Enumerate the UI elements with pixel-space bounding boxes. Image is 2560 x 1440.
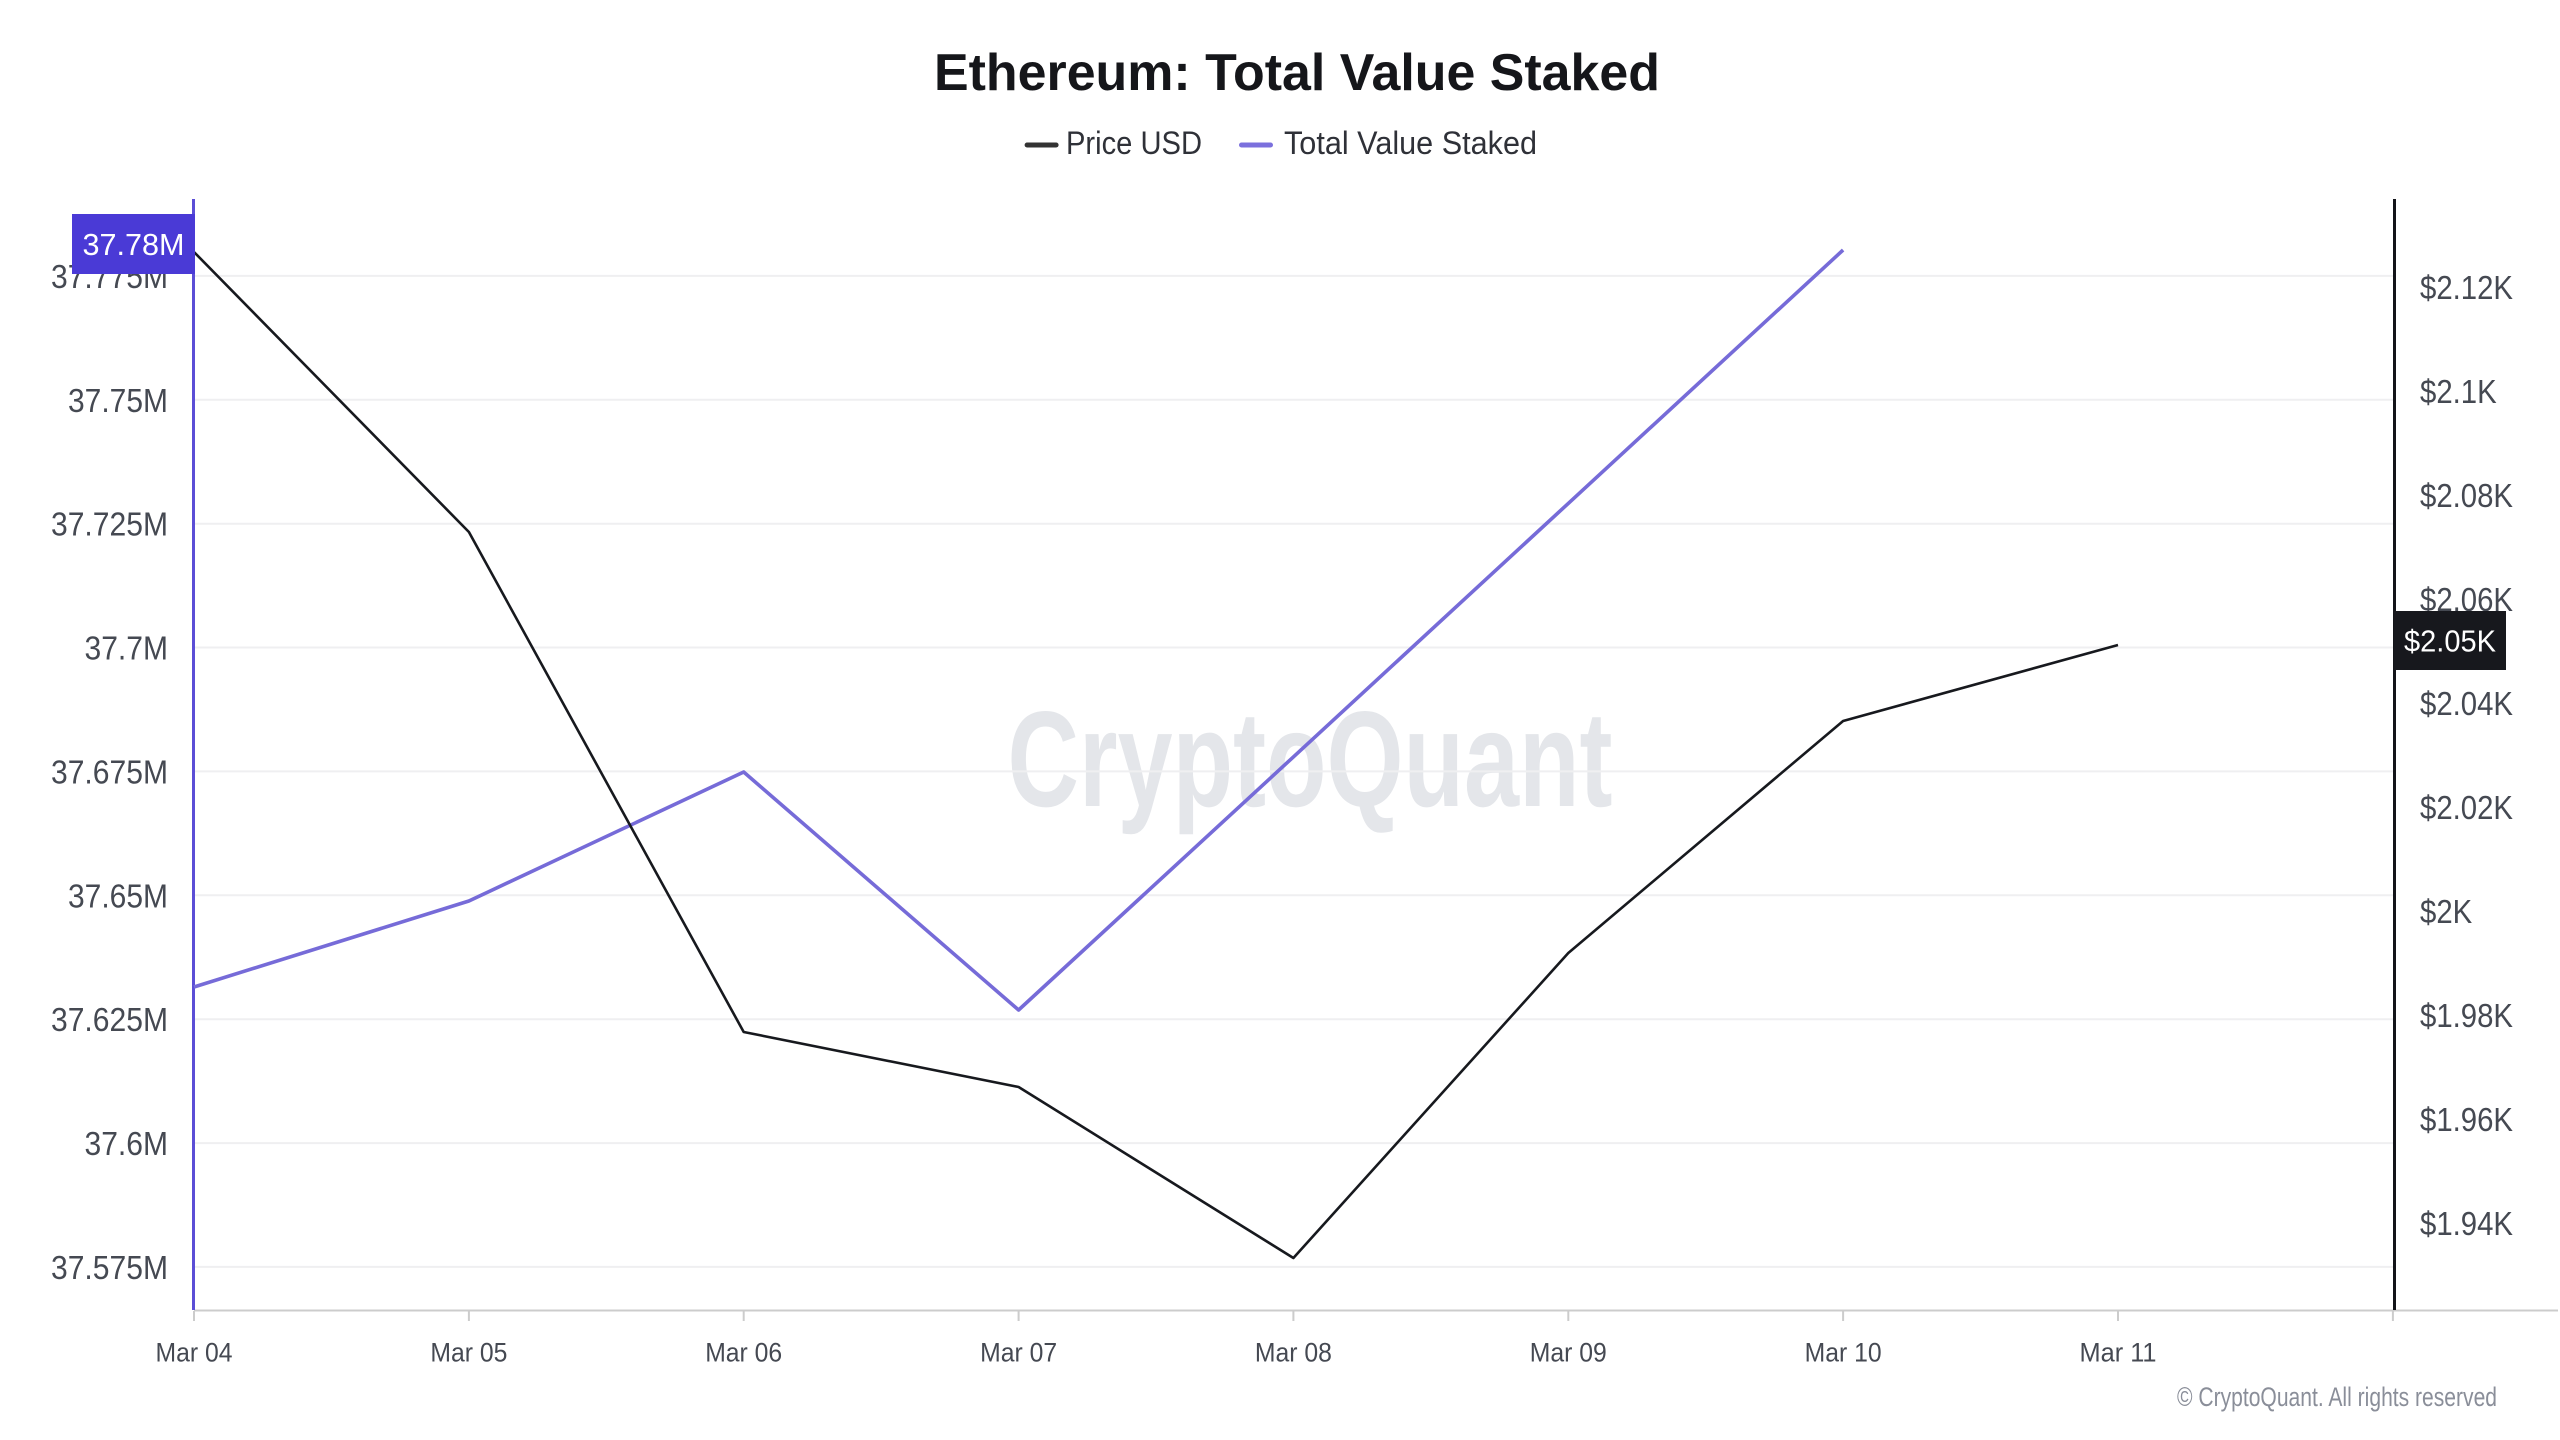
svg-text:Mar 10: Mar 10 [1805, 1338, 1882, 1368]
svg-text:$2.02K: $2.02K [2420, 789, 2513, 826]
svg-text:$2.12K: $2.12K [2420, 269, 2513, 306]
svg-text:Total Value Staked: Total Value Staked [1284, 125, 1537, 161]
svg-text:CryptoQuant: CryptoQuant [1008, 683, 1613, 835]
svg-text:Mar 06: Mar 06 [705, 1338, 782, 1368]
svg-text:37.78M: 37.78M [83, 227, 185, 262]
svg-text:$2.05K: $2.05K [2404, 624, 2496, 659]
svg-text:Mar 11: Mar 11 [2080, 1338, 2157, 1368]
svg-text:37.7M: 37.7M [85, 630, 169, 667]
svg-text:37.75M: 37.75M [68, 382, 168, 419]
svg-text:Mar 08: Mar 08 [1255, 1338, 1332, 1368]
svg-text:$2.08K: $2.08K [2420, 477, 2513, 514]
svg-text:Price USD: Price USD [1066, 125, 1202, 161]
svg-text:$2.1K: $2.1K [2420, 373, 2497, 410]
svg-text:Mar 05: Mar 05 [430, 1338, 507, 1368]
svg-text:Mar 04: Mar 04 [156, 1338, 233, 1368]
svg-text:37.625M: 37.625M [51, 1001, 168, 1038]
svg-text:Mar 09: Mar 09 [1530, 1338, 1607, 1368]
svg-text:37.675M: 37.675M [51, 753, 168, 790]
svg-text:$1.98K: $1.98K [2420, 997, 2513, 1034]
svg-text:$2K: $2K [2420, 893, 2472, 930]
svg-text:37.575M: 37.575M [51, 1249, 168, 1286]
svg-text:37.725M: 37.725M [51, 506, 168, 543]
svg-text:37.65M: 37.65M [68, 877, 168, 914]
svg-text:37.6M: 37.6M [85, 1125, 169, 1162]
svg-text:© CryptoQuant. All rights rese: © CryptoQuant. All rights reserved [2177, 1382, 2497, 1412]
svg-text:Ethereum: Total Value Staked: Ethereum: Total Value Staked [934, 44, 1660, 102]
svg-text:Mar 07: Mar 07 [980, 1338, 1057, 1368]
svg-text:$1.94K: $1.94K [2420, 1205, 2513, 1242]
svg-text:$2.04K: $2.04K [2420, 685, 2513, 722]
svg-text:$1.96K: $1.96K [2420, 1101, 2513, 1138]
